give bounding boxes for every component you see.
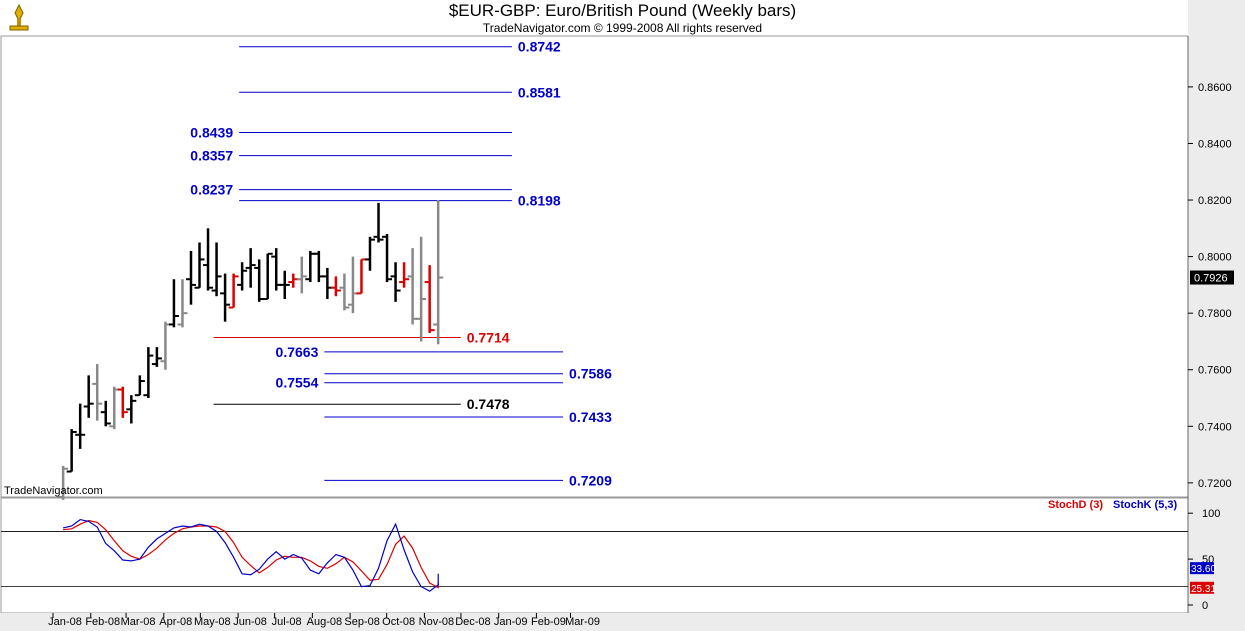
ohlc-bar-0: [58, 465, 69, 500]
ohlc-bar-24: [262, 252, 273, 301]
time-tick-label: Jan-09: [494, 616, 528, 628]
time-tick-label: Oct-08: [382, 616, 415, 628]
time-axis-band: [0, 613, 1245, 631]
ohlc-bar-42: [416, 236, 427, 342]
level-label-12: 0.7209: [569, 472, 612, 488]
stoch-last-box-0: [1190, 562, 1214, 575]
ohlc-bar-11: [151, 347, 162, 367]
chart-subtitle: TradeNavigator.com © 1999-2008 All right…: [482, 21, 763, 35]
ohlc-bar-15: [185, 250, 196, 305]
ohlc-bar-18: [211, 242, 222, 297]
ohlc-bar-5: [100, 400, 111, 427]
ohlc-bar-17: [203, 228, 214, 291]
level-label-4: 0.8237: [190, 182, 233, 198]
price-tick-label: 0.8600: [1198, 82, 1232, 94]
level-label-1: 0.8581: [518, 84, 561, 100]
ohlc-bar-40: [399, 262, 410, 288]
time-tick-label: Aug-08: [307, 616, 342, 628]
ohlc-bar-14: [177, 279, 188, 328]
price-tick-label: 0.7600: [1198, 365, 1232, 377]
stoch-panel-border: [0, 497, 1189, 614]
level-label-7: 0.7663: [276, 344, 319, 360]
price-levels: 0.8742 0.8581 0.8439 0.8357 0.8237 0.8198 0.77…: [190, 39, 612, 489]
time-tick-label: Feb-09: [531, 616, 566, 628]
price-tick-label: 0.7200: [1198, 478, 1232, 490]
stoch-last-box-1: [1190, 581, 1214, 594]
watermark-text: TradeNavigator.com: [4, 485, 103, 497]
stochk-line: [62, 518, 439, 592]
ohlc-bar-28: [296, 256, 307, 294]
stoch-tick-label: 0: [1202, 600, 1208, 612]
chart-title: $EUR-GBP: Euro/British Pound (Weekly bar…: [448, 1, 797, 20]
ohlc-bar-26: [279, 270, 290, 300]
ohlc-bar-1: [66, 429, 77, 473]
ohlc-bar-10: [143, 347, 154, 399]
stoch-last-label-0: 33.60: [1191, 564, 1216, 575]
level-label-9: 0.7554: [276, 375, 319, 391]
last-price-label: 0.7926: [1194, 273, 1228, 285]
ohlc-bars: [58, 200, 444, 500]
stoch-tick-label: 100: [1202, 508, 1220, 520]
ohlc-bar-4: [92, 364, 103, 421]
time-tick-label: Mar-09: [565, 616, 600, 628]
level-label-2: 0.8439: [190, 124, 233, 140]
legend-stochk: StochK (5,3): [1113, 499, 1178, 511]
price-tick-label: 0.8400: [1198, 138, 1232, 150]
price-tick-label: 0.7800: [1198, 308, 1232, 320]
ohlc-bar-21: [237, 262, 248, 291]
stochd-line: [63, 519, 439, 589]
ohlc-bar-16: [194, 242, 205, 289]
ohlc-bar-39: [390, 262, 401, 302]
price-tick-label: 0.7400: [1198, 421, 1232, 433]
time-tick-label: Jul-08: [272, 616, 302, 628]
time-tick-label: Mar-08: [121, 616, 156, 628]
trade-navigator-logo-icon: [4, 3, 34, 33]
ohlc-bar-20: [228, 273, 239, 309]
ohlc-bar-37: [373, 202, 384, 243]
time-tick-label: Dec-08: [455, 616, 490, 628]
level-label-0: 0.8742: [518, 39, 561, 55]
ohlc-bar-36: [364, 236, 375, 271]
ohlc-bar-3: [83, 375, 94, 418]
ohlc-bar-38: [382, 233, 393, 283]
level-label-3: 0.8357: [190, 148, 233, 164]
time-axis: Jan-08 Feb-08 Mar-08 Apr-08 May-08 Jun-08 Jul-…: [48, 613, 600, 628]
time-tick-label: Jun-08: [233, 616, 267, 628]
ohlc-bar-44: [433, 200, 444, 345]
right-axis-band: [1188, 0, 1245, 631]
price-axis: 0.8600 0.8400 0.8200 0.8000 0.7800 0.7600 0.74…: [1188, 82, 1234, 490]
level-label-8: 0.7586: [569, 366, 612, 382]
ohlc-bar-2: [75, 403, 86, 449]
time-tick-label: Sep-08: [344, 616, 379, 628]
price-panel-border: [0, 35, 1189, 498]
time-tick-label: Apr-08: [159, 616, 192, 628]
stoch-last-label-1: 25.31: [1191, 584, 1216, 595]
level-label-6: 0.7714: [467, 329, 510, 345]
level-label-10: 0.7478: [467, 396, 510, 412]
ohlc-bar-33: [339, 273, 350, 311]
last-price-box: [1190, 270, 1234, 285]
legend-stochd: StochD (3): [1048, 499, 1103, 511]
ohlc-bar-7: [117, 386, 128, 418]
time-tick-label: May-08: [194, 616, 231, 628]
ohlc-bar-8: [126, 395, 137, 424]
ohlc-bar-19: [220, 273, 231, 322]
time-tick-label: Feb-08: [85, 616, 120, 628]
ohlc-bar-9: [134, 375, 145, 397]
time-tick-label: Jan-08: [48, 616, 82, 628]
time-tick-label: Nov-08: [419, 616, 454, 628]
ohlc-bar-43: [424, 265, 435, 333]
level-label-5: 0.8198: [518, 193, 561, 209]
ohlc-bar-13: [168, 279, 179, 328]
price-tick-label: 0.8000: [1198, 252, 1232, 264]
ohlc-bar-22: [245, 248, 256, 288]
level-label-11: 0.7433: [569, 409, 612, 425]
ohlc-bar-32: [330, 276, 341, 297]
price-tick-label: 0.8200: [1198, 195, 1232, 207]
